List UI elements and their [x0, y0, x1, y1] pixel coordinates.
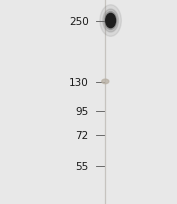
Text: 130: 130: [69, 78, 88, 88]
Text: 72: 72: [75, 131, 88, 141]
Ellipse shape: [102, 80, 109, 84]
Ellipse shape: [106, 14, 116, 29]
Ellipse shape: [105, 12, 117, 30]
Ellipse shape: [100, 6, 121, 37]
Text: 55: 55: [75, 161, 88, 171]
Text: 95: 95: [75, 106, 88, 116]
Ellipse shape: [103, 10, 118, 33]
Text: 250: 250: [69, 17, 88, 26]
